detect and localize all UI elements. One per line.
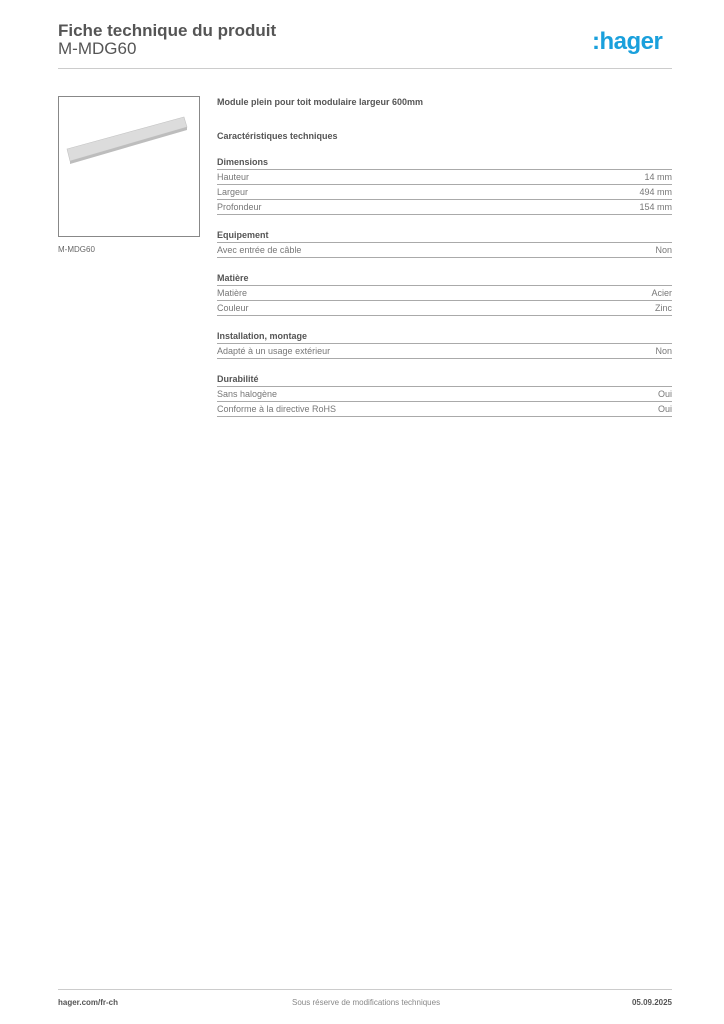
spec-row: Sans halogène Oui: [217, 387, 672, 402]
spec-row: Largeur 494 mm: [217, 185, 672, 200]
spec-content: Module plein pour toit modulaire largeur…: [217, 96, 672, 417]
section-title: Installation, montage: [217, 330, 672, 344]
spec-value: Non: [655, 346, 672, 356]
spec-section: Matière Matière Acier Couleur Zinc: [217, 272, 672, 316]
spec-label: Largeur: [217, 187, 249, 197]
spec-value: Acier: [651, 288, 672, 298]
product-image: [58, 96, 200, 237]
spec-row: Conforme à la directive RoHS Oui: [217, 402, 672, 417]
product-description: Module plein pour toit modulaire largeur…: [217, 97, 424, 107]
image-caption: M-MDG60: [58, 245, 95, 254]
header-divider: [58, 68, 672, 69]
spec-value: 494 mm: [639, 187, 672, 197]
section-title: Dimensions: [217, 156, 672, 170]
footer-website[interactable]: hager.com/fr-ch: [58, 998, 119, 1007]
product-reference: M-MDG60: [58, 39, 137, 58]
spec-label: Sans halogène: [217, 389, 278, 399]
spec-section: Durabilité Sans halogène Oui Conforme à la …: [217, 373, 672, 417]
page-title: Fiche technique du produit: [58, 21, 277, 40]
spec-label: Adapté à un usage extérieur: [217, 346, 331, 356]
spec-value: Oui: [657, 404, 672, 414]
spec-label: Matière: [217, 288, 248, 298]
spec-value: 154 mm: [639, 202, 672, 212]
spec-label: Conforme à la directive RoHS: [217, 404, 337, 414]
spec-row: Couleur Zinc: [217, 301, 672, 316]
spec-section: Dimensions Hauteur 14 mm Largeur 494 mm Profo…: [217, 156, 672, 215]
section-title: Equipement: [217, 229, 672, 243]
spec-value: Zinc: [654, 303, 672, 313]
spec-value: Non: [655, 245, 672, 255]
spec-label: Hauteur: [217, 172, 250, 182]
spec-row: Adapté à un usage extérieur Non: [217, 344, 672, 359]
spec-row: Hauteur 14 mm: [217, 170, 672, 185]
hager-logo: :hager: [592, 28, 663, 55]
spec-label: Profondeur: [217, 202, 262, 212]
spec-row: Profondeur 154 mm: [217, 200, 672, 215]
section-title: Durabilité: [217, 373, 672, 387]
footer-disclaimer: Sous réserve de modifications techniques: [292, 998, 441, 1007]
footer-date: 05.09.2025: [631, 998, 672, 1007]
spec-label: Couleur: [217, 303, 249, 313]
spec-row: Avec entrée de câble Non: [217, 243, 672, 258]
section-title: Matière: [217, 272, 672, 286]
spec-value: 14 mm: [644, 172, 672, 182]
characteristics-title: Caractéristiques techniques: [217, 131, 338, 141]
spec-label: Avec entrée de câble: [217, 245, 302, 255]
spec-section: Installation, montage Adapté à un usage e…: [217, 330, 672, 359]
footer-divider: [58, 989, 672, 990]
spec-value: Oui: [657, 389, 672, 399]
spec-section: Equipement Avec entrée de câble Non: [217, 229, 672, 258]
spec-row: Matière Acier: [217, 286, 672, 301]
